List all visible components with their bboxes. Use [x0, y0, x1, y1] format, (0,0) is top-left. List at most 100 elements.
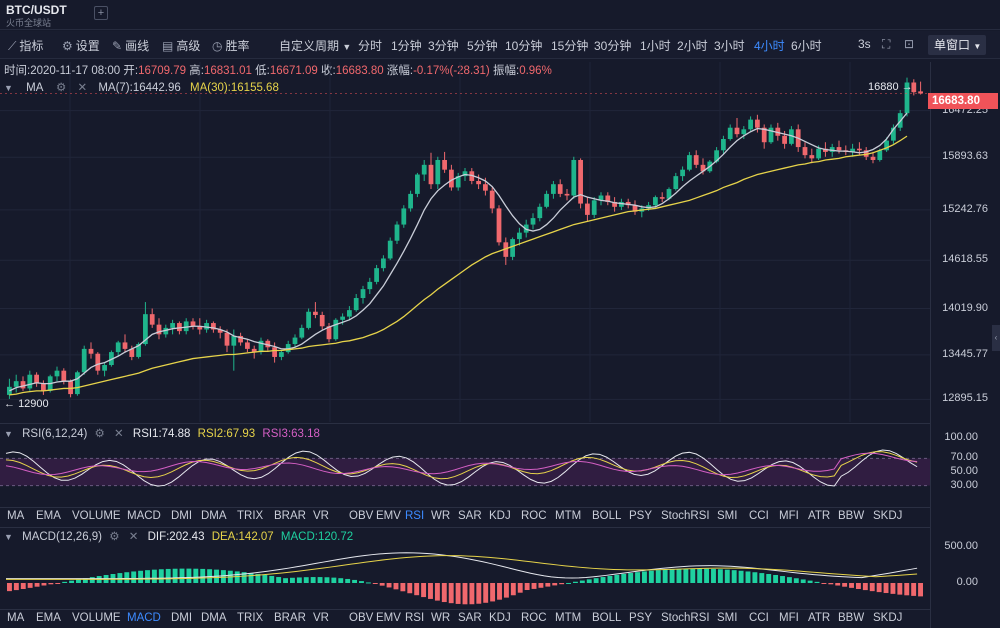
collapse-icon[interactable]: ▼: [4, 532, 13, 542]
indicator-tab-dmi[interactable]: DMI: [171, 612, 193, 624]
period-1[interactable]: 1分钟: [391, 39, 422, 53]
period-9[interactable]: 3小时: [714, 39, 745, 53]
indicator-tab-stochrsi[interactable]: StochRSI: [661, 612, 710, 624]
collapse-icon[interactable]: ▼: [4, 83, 13, 93]
indicator-tab-brar[interactable]: BRAR: [274, 612, 306, 624]
indicator-tab-obv[interactable]: OBV: [349, 510, 374, 522]
indicator-tab-brar[interactable]: BRAR: [274, 510, 306, 522]
indicator-tab-roc[interactable]: ROC: [521, 612, 547, 624]
indicator-tab-sar[interactable]: SAR: [458, 510, 482, 522]
period-8[interactable]: 2小时: [677, 39, 708, 53]
ma-name[interactable]: MA: [26, 82, 43, 94]
period-6[interactable]: 30分钟: [594, 39, 632, 53]
indicator-tab-roc[interactable]: ROC: [521, 510, 547, 522]
indicator-tab-bbw[interactable]: BBW: [838, 612, 865, 624]
indicator-tab-psy[interactable]: PSY: [629, 510, 653, 522]
macd-bar: [172, 568, 178, 583]
indicator-tab-skdj[interactable]: SKDJ: [873, 612, 903, 624]
close-icon[interactable]: ✕: [77, 82, 88, 94]
win-rate-button[interactable]: ◷ 胜率: [212, 39, 250, 53]
indicator-tab-trix[interactable]: TRIX: [237, 510, 264, 522]
close-icon[interactable]: ✕: [114, 428, 124, 440]
refresh-interval[interactable]: 3s: [858, 37, 871, 51]
indicator-tab-emv[interactable]: EMV: [376, 612, 401, 624]
collapse-icon[interactable]: ▼: [4, 429, 13, 439]
custom-period-dropdown[interactable]: 自定义周期 ▼: [279, 39, 352, 53]
indicator-tab-trix[interactable]: TRIX: [237, 612, 264, 624]
indicator-tab-stochrsi[interactable]: StochRSI: [661, 510, 710, 522]
indicator-tab-rsi[interactable]: RSI: [405, 612, 425, 624]
screenshot-icon[interactable]: ⊡: [904, 37, 915, 51]
indicator-tab-atr[interactable]: ATR: [808, 510, 831, 522]
period-10[interactable]: 4小时: [754, 39, 785, 53]
pair-title[interactable]: BTC/USDT: [6, 3, 67, 17]
rsi-chart[interactable]: [0, 438, 930, 506]
indicator-tab-macd[interactable]: MACD: [127, 612, 161, 624]
candle: [503, 237, 509, 265]
indicator-tab-mfi[interactable]: MFI: [779, 510, 799, 522]
exchange-subtitle: 火币全球站: [6, 18, 52, 28]
period-5[interactable]: 15分钟: [551, 39, 589, 53]
indicator-tab-ema[interactable]: EMA: [36, 612, 61, 624]
indicator-tab-bbw[interactable]: BBW: [838, 510, 865, 522]
indicator-tab-vr[interactable]: VR: [313, 612, 329, 624]
period-7[interactable]: 1小时: [640, 39, 671, 53]
indicator-tab-boll[interactable]: BOLL: [592, 510, 622, 522]
indicator-tab-mfi[interactable]: MFI: [779, 612, 799, 624]
settings-button[interactable]: ⚙ 设置: [62, 39, 100, 53]
indicator-tab-volume[interactable]: VOLUME: [72, 510, 121, 522]
indicator-tab-wr[interactable]: WR: [431, 510, 451, 522]
indicator-tab-cci[interactable]: CCI: [749, 510, 769, 522]
indicator-tab-ma[interactable]: MA: [7, 612, 25, 624]
settings-icon[interactable]: ⚙: [109, 531, 120, 543]
indicator-tab-cci[interactable]: CCI: [749, 612, 769, 624]
advanced-button[interactable]: ▤ 高级: [162, 39, 201, 53]
period-11[interactable]: 6小时: [791, 39, 822, 53]
period-2[interactable]: 3分钟: [428, 39, 459, 53]
indicator-tab-atr[interactable]: ATR: [808, 612, 831, 624]
macd-chart[interactable]: [0, 543, 930, 608]
indicator-tab-smi[interactable]: SMI: [717, 612, 738, 624]
indicator-tab-mtm[interactable]: MTM: [555, 510, 582, 522]
indicator-tab-obv[interactable]: OBV: [349, 612, 374, 624]
indicator-tab-smi[interactable]: SMI: [717, 510, 738, 522]
candlestick-chart[interactable]: [0, 62, 930, 422]
macd-legend: ▼ MACD(12,26,9) ⚙ ✕ DIF:202.43 DEA:142.0…: [4, 531, 354, 543]
macd-bar: [828, 583, 834, 585]
indicator-tab-dma[interactable]: DMA: [201, 612, 227, 624]
chevron-left-icon[interactable]: ‹: [992, 325, 1000, 351]
indicator-tab-ema[interactable]: EMA: [36, 510, 61, 522]
fullscreen-icon[interactable]: ⛶: [882, 37, 891, 51]
settings-icon[interactable]: ⚙: [55, 82, 67, 94]
indicator-tab-rsi[interactable]: RSI: [405, 510, 425, 522]
indicator-tab-ma[interactable]: MA: [7, 510, 25, 522]
indicator-tab-dma[interactable]: DMA: [201, 510, 227, 522]
indicator-tab-skdj[interactable]: SKDJ: [873, 510, 903, 522]
period-4[interactable]: 10分钟: [505, 39, 543, 53]
indicator-tab-emv[interactable]: EMV: [376, 510, 401, 522]
indicator-tab-wr[interactable]: WR: [431, 612, 451, 624]
indicator-tab-mtm[interactable]: MTM: [555, 612, 582, 624]
window-mode-dropdown[interactable]: 单窗口 ▼: [928, 35, 986, 55]
close-icon[interactable]: ✕: [128, 531, 139, 543]
indicator-tab-kdj[interactable]: KDJ: [489, 510, 511, 522]
indicator-tab-sar[interactable]: SAR: [458, 612, 482, 624]
indicator-tab-boll[interactable]: BOLL: [592, 612, 622, 624]
candle: [537, 203, 543, 222]
indicator-button[interactable]: ⟋ 指标: [8, 39, 44, 53]
indicator-tab-kdj[interactable]: KDJ: [489, 612, 511, 624]
period-0[interactable]: 分时: [358, 39, 383, 53]
indicator-tab-vr[interactable]: VR: [313, 510, 329, 522]
plus-icon[interactable]: +: [94, 6, 108, 20]
settings-icon[interactable]: ⚙: [94, 428, 105, 440]
indicator-tab-macd[interactable]: MACD: [127, 510, 161, 522]
macd-bar: [717, 569, 723, 583]
chevron-down-icon: ▼: [342, 42, 352, 52]
indicator-tab-volume[interactable]: VOLUME: [72, 612, 121, 624]
candle: [238, 332, 243, 346]
macd-bar: [572, 581, 578, 583]
period-3[interactable]: 5分钟: [467, 39, 498, 53]
indicator-tab-psy[interactable]: PSY: [629, 612, 653, 624]
indicator-tab-dmi[interactable]: DMI: [171, 510, 193, 522]
draw-line-button[interactable]: ✎ 画线: [112, 39, 150, 53]
